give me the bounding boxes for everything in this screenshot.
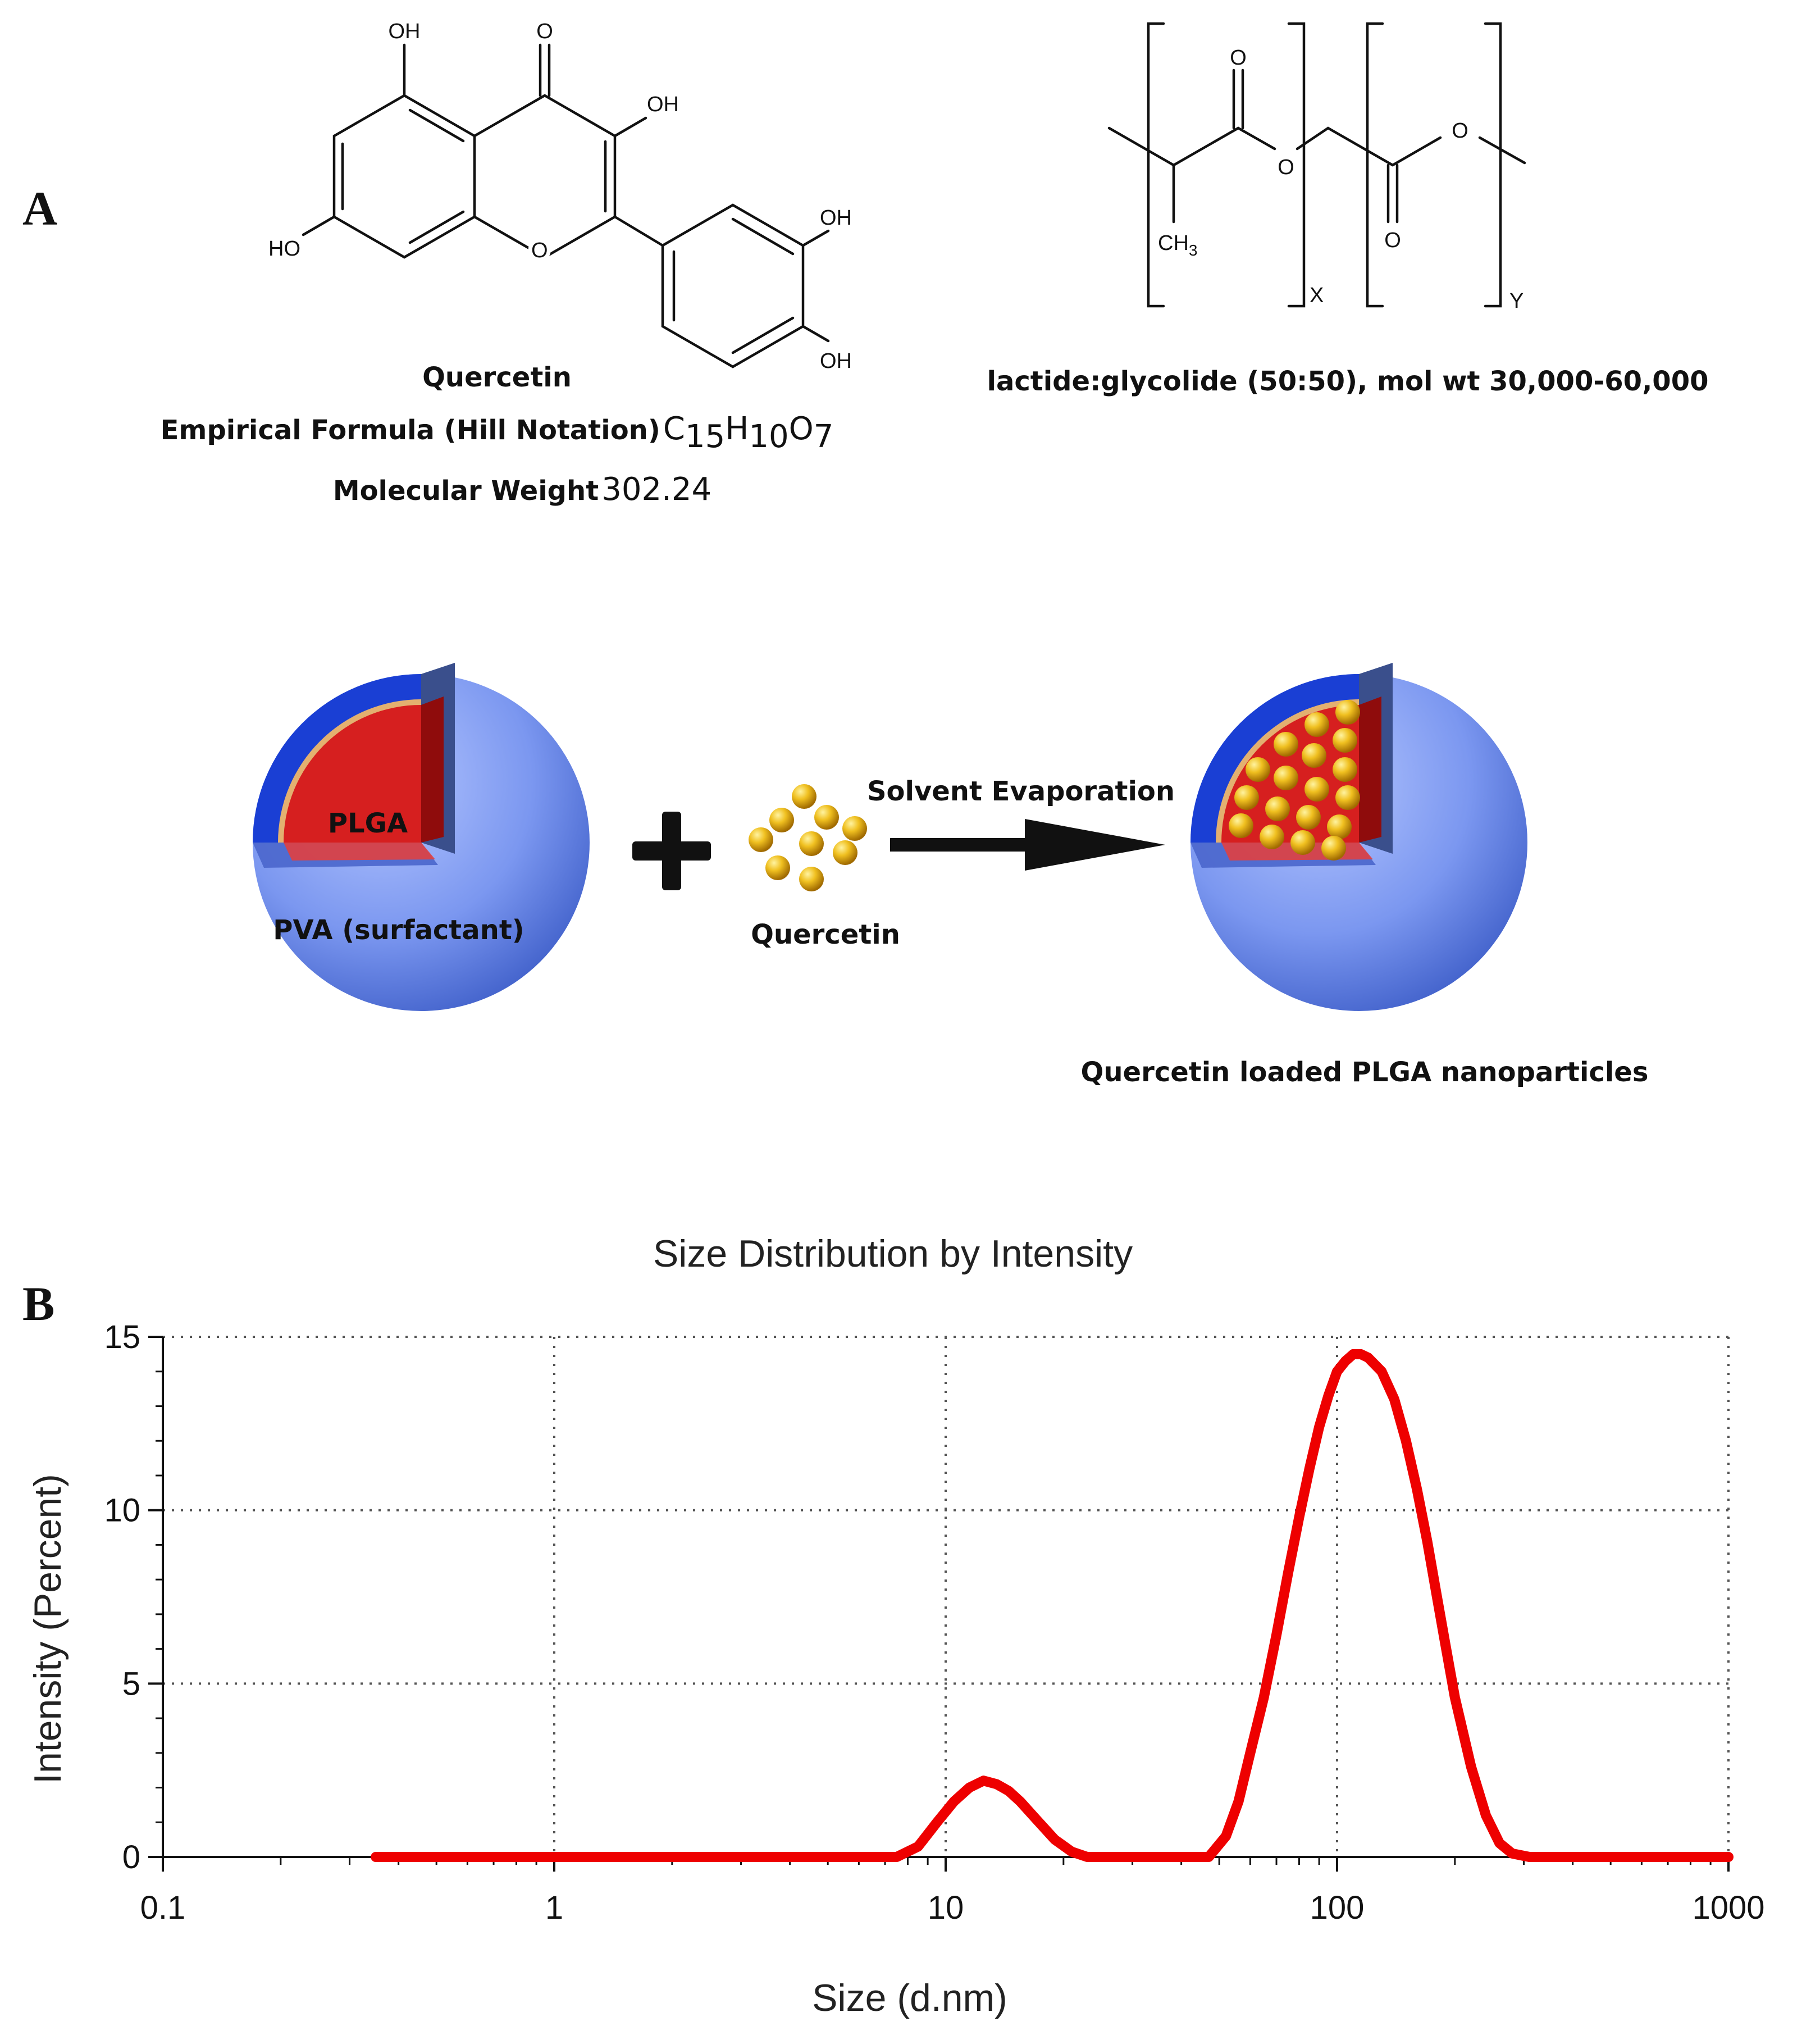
plga-pva-sphere [253, 663, 590, 1011]
plga-subscript-y: Y [1509, 289, 1523, 313]
quercetin-beads [749, 784, 867, 891]
chart-x-tick-labels: 0.1 1 10 100 1000 [140, 1890, 1765, 1926]
x-tick-label: 1 [545, 1890, 563, 1926]
chart-series-lines [371, 1349, 1734, 1862]
x-axis-title: Size (d.nm) [812, 1977, 1007, 2019]
reaction-arrow [890, 819, 1165, 871]
plga-core-label: PLGA [328, 808, 408, 839]
atom-plga-o-carbonyl-2: O [1384, 229, 1401, 252]
quercetin-bead-label: Quercetin [751, 919, 900, 950]
chart-y-tick-labels: 0 5 10 15 [104, 1319, 140, 1875]
x-tick-label: 1000 [1692, 1890, 1764, 1926]
atom-plga-o-ester-1: O [1278, 156, 1294, 179]
panel-a-letter: A [22, 181, 57, 235]
quercetin-molecular-weight: Molecular Weight 302.24 [333, 471, 711, 508]
quercetin-structure [302, 43, 830, 368]
pva-shell-label: PVA (surfactant) [273, 914, 524, 946]
atom-oh-ring-b-bottom: OH [820, 349, 852, 373]
y-tick-label: 15 [104, 1319, 140, 1355]
x-tick-label: 0.1 [140, 1890, 186, 1926]
y-tick-label: 0 [122, 1839, 140, 1875]
atom-plga-o-ester-2: O [1452, 119, 1468, 143]
atom-plga-ch3: CH3 [1158, 231, 1197, 259]
chart-axes [148, 1336, 1730, 1872]
plga-structure [1107, 22, 1526, 308]
atom-oh-top: OH [389, 20, 421, 43]
atom-plga-o-carbonyl-1: O [1230, 46, 1247, 70]
quercetin-formula: Empirical Formula (Hill Notation) C15H10… [161, 411, 834, 455]
atom-o-keto: O [536, 20, 553, 43]
chart-grid [163, 1336, 1730, 1857]
x-tick-label: 100 [1310, 1890, 1365, 1926]
atom-ho-left: HO [268, 237, 300, 261]
loaded-nanoparticle-sphere [1190, 663, 1527, 1011]
y-axis-title: Intensity (Percent) [26, 1474, 69, 1784]
plus-sign [632, 812, 711, 890]
y-tick-label: 5 [122, 1665, 140, 1702]
plga-caption: lactide:glycolide (50:50), mol wt 30,000… [987, 366, 1708, 397]
atom-oh-ring-b-top: OH [820, 206, 852, 230]
chart-title: Size Distribution by Intensity [653, 1232, 1133, 1275]
plga-subscript-x: X [1310, 284, 1324, 307]
quercetin-name: Quercetin [422, 362, 572, 393]
atom-oh-c3: OH [647, 93, 679, 116]
size-distribution-chart: Size Distribution by Intensity 0.1 1 10 100… [26, 1232, 1765, 2019]
panel-b-letter: B [22, 1277, 54, 1331]
arrow-label: Solvent Evaporation [867, 776, 1175, 807]
intensity-series-line [371, 1349, 1734, 1862]
y-tick-label: 10 [104, 1492, 140, 1529]
x-tick-label: 10 [928, 1890, 964, 1926]
atom-o-ring: O [531, 239, 548, 262]
product-label: Quercetin loaded PLGA nanoparticles [1081, 1057, 1649, 1088]
